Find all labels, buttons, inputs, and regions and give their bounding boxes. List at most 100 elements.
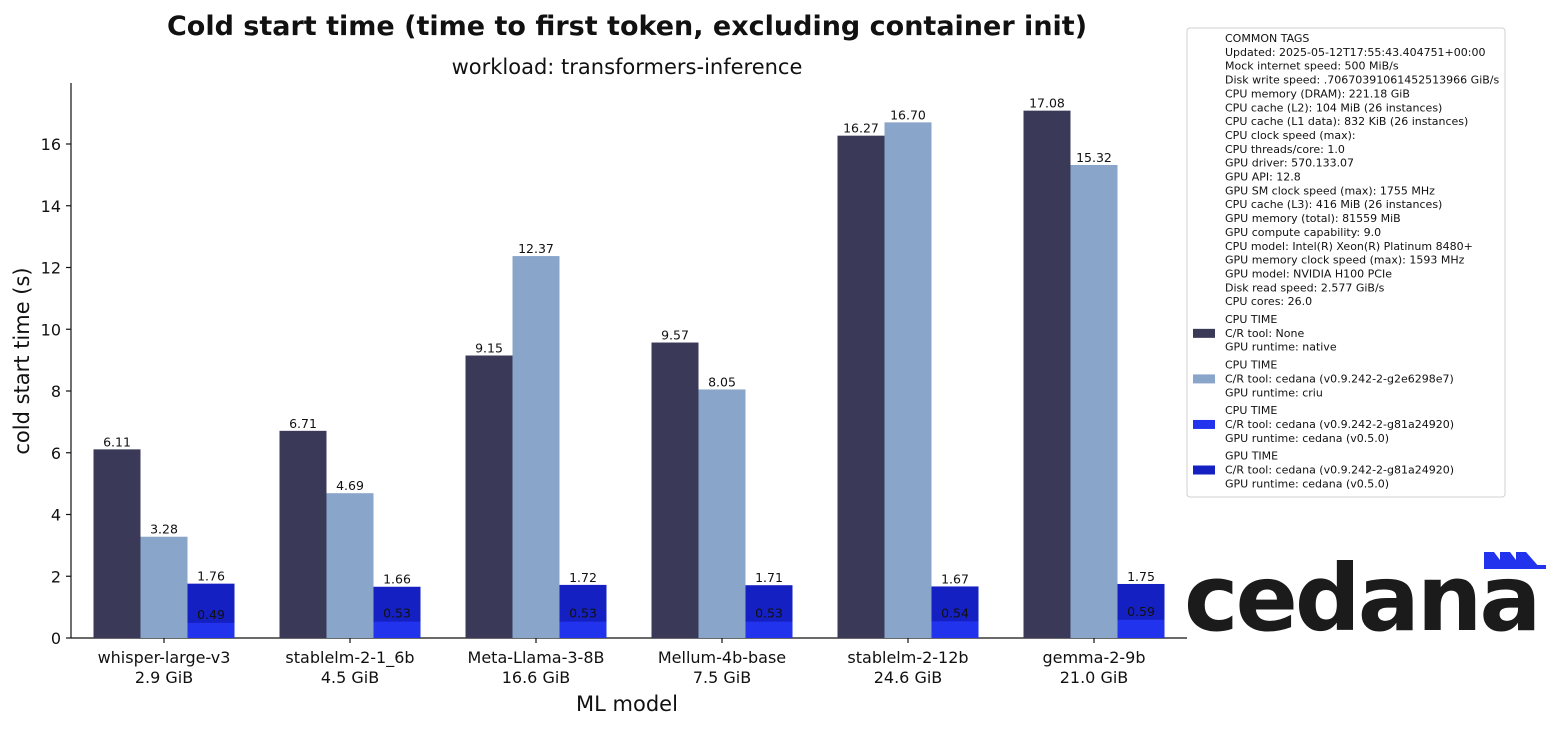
bar-value-label: 0.53	[755, 606, 783, 621]
legend-common-tag: GPU SM clock speed (max): 1755 MHz	[1225, 184, 1435, 197]
bar-value-label: 1.76	[197, 569, 225, 584]
legend-entry-text: GPU runtime: criu	[1225, 386, 1323, 399]
bar-group: 17.08 15.32 1.75 0.59	[1023, 96, 1165, 638]
bar-group: 6.71 4.69 1.66 0.53	[279, 416, 421, 638]
bar-value-label: 4.69	[336, 478, 364, 493]
legend-entry-text: GPU runtime: cedana (v0.5.0)	[1225, 432, 1389, 445]
x-tick-label: stablelm-2-1_6b	[285, 648, 414, 668]
legend-entry-text: GPU runtime: native	[1225, 341, 1337, 354]
bar	[1023, 110, 1071, 638]
legend-swatch	[1193, 328, 1215, 338]
bar-value-label: 3.28	[150, 522, 178, 537]
legend-entry-text: C/R tool: cedana (v0.9.242-2-g2e6298e7)	[1225, 372, 1454, 385]
x-axis-label: ML model	[576, 692, 678, 716]
x-tick-size-label: 21.0 GiB	[1060, 668, 1129, 687]
legend-common-tag: CPU cache (L3): 416 MiB (26 instances)	[1225, 198, 1442, 211]
legend-swatch	[1193, 419, 1215, 429]
bar	[884, 122, 932, 638]
legend-common-tag: Mock internet speed: 500 MiB/s	[1225, 60, 1399, 73]
bar-value-label: 6.71	[289, 416, 317, 431]
bar-value-label: 0.53	[569, 606, 597, 621]
logo-wordmark: cedana	[1184, 545, 1538, 652]
y-tick-label: 12	[41, 259, 61, 278]
legend-entry-text: CPU TIME	[1225, 313, 1277, 326]
bar-value-label: 1.72	[569, 570, 597, 585]
bar-value-label: 1.66	[383, 572, 411, 587]
x-tick-label: whisper-large-v3	[98, 648, 231, 667]
x-tick-size-label: 4.5 GiB	[321, 668, 379, 687]
bar-group: 6.11 3.28 1.76 0.49	[93, 434, 235, 638]
bar	[279, 430, 327, 638]
bar-value-label: 8.05	[708, 374, 736, 389]
legend-common-tag: CPU cache (L1 data): 832 KiB (26 instanc…	[1225, 115, 1468, 128]
legend-common-tag: CPU cache (L2): 104 MiB (26 instances)	[1225, 101, 1442, 114]
bar-group: 9.15 12.37 1.72 0.53	[465, 241, 607, 638]
bar-value-label: 15.32	[1076, 150, 1112, 165]
plot-area: 0 2 4 6 8 10 12 14 16 6.11 3.28 1.76 0.49 whisper-lar…	[41, 83, 1187, 687]
legend-entry-text: C/R tool: None	[1225, 327, 1304, 340]
legend-common-tag: CPU clock speed (max):	[1225, 129, 1356, 142]
legend-entry-text: CPU TIME	[1225, 404, 1277, 417]
bar	[698, 389, 746, 638]
bar	[651, 342, 699, 638]
y-tick-label: 2	[51, 567, 61, 586]
cedana-logo: cedana	[1184, 545, 1546, 652]
legend-common-tag: CPU cores: 26.0	[1225, 295, 1312, 308]
x-tick-label: gemma-2-9b	[1042, 648, 1145, 667]
bar-value-label: 1.67	[941, 571, 969, 586]
legend-common-tag: Disk write speed: .70670391061452513966 …	[1225, 74, 1500, 87]
y-tick-label: 10	[41, 320, 61, 339]
chart-subtitle: workload: transformers-inference	[452, 55, 803, 79]
legend-entry-text: CPU TIME	[1225, 359, 1277, 372]
bar-group: 16.27 16.70 1.67 0.54	[837, 107, 979, 638]
legend-swatch	[1193, 374, 1215, 384]
legend-common-tag: GPU driver: 570.133.07	[1225, 157, 1354, 170]
bar-value-label: 12.37	[518, 241, 554, 256]
bar-value-label: 6.11	[103, 434, 131, 449]
bar	[373, 621, 421, 638]
logo-chevrons-icon	[1484, 552, 1546, 569]
bar-value-label: 9.57	[661, 328, 689, 343]
y-tick-label: 8	[51, 382, 61, 401]
legend-common-tag: GPU memory (total): 81559 MiB	[1225, 212, 1401, 225]
legend-entry-text: GPU TIME	[1225, 450, 1278, 463]
legend-entry-text: C/R tool: cedana (v0.9.242-2-g81a24920)	[1225, 464, 1454, 477]
bar-value-label: 1.75	[1127, 569, 1155, 584]
x-tick-size-label: 24.6 GiB	[874, 668, 943, 687]
bar	[1117, 619, 1165, 638]
bar-value-label: 0.54	[941, 605, 969, 620]
bar-value-label: 0.49	[197, 607, 225, 622]
bar-value-label: 9.15	[475, 340, 503, 355]
legend-common-tag: Disk read speed: 2.577 GiB/s	[1225, 281, 1385, 294]
legend-common-tag: CPU model: Intel(R) Xeon(R) Platinum 848…	[1225, 240, 1473, 253]
x-tick-label: Meta-Llama-3-8B	[468, 648, 605, 667]
bar-value-label: 16.70	[890, 107, 926, 122]
legend-common-tag: GPU compute capability: 9.0	[1225, 226, 1381, 239]
bar-value-label: 0.53	[383, 606, 411, 621]
legend-common-tag: GPU API: 12.8	[1225, 171, 1301, 184]
bar	[1070, 164, 1118, 638]
y-tick-label: 16	[41, 135, 61, 154]
chart-title: Cold start time (time to first token, ex…	[167, 11, 1087, 42]
bar	[837, 135, 885, 638]
bar	[187, 622, 235, 638]
legend-common-tag: Updated: 2025-05-12T17:55:43.404751+00:0…	[1225, 46, 1485, 59]
legend-entry-text: GPU runtime: cedana (v0.5.0)	[1225, 477, 1389, 490]
bar	[512, 256, 560, 638]
x-tick-size-label: 7.5 GiB	[693, 668, 751, 687]
bar	[931, 621, 979, 638]
bar-group: 9.57 8.05 1.71 0.53	[651, 328, 793, 638]
bar-value-label: 17.08	[1029, 96, 1065, 111]
y-tick-label: 14	[41, 197, 61, 216]
x-tick-label: stablelm-2-12b	[847, 648, 968, 667]
legend-box	[1186, 27, 1506, 498]
legend-entry-text: C/R tool: cedana (v0.9.242-2-g81a24920)	[1225, 418, 1454, 431]
bar-value-label: 0.59	[1127, 604, 1155, 619]
bar	[93, 449, 141, 638]
bar	[326, 493, 374, 638]
